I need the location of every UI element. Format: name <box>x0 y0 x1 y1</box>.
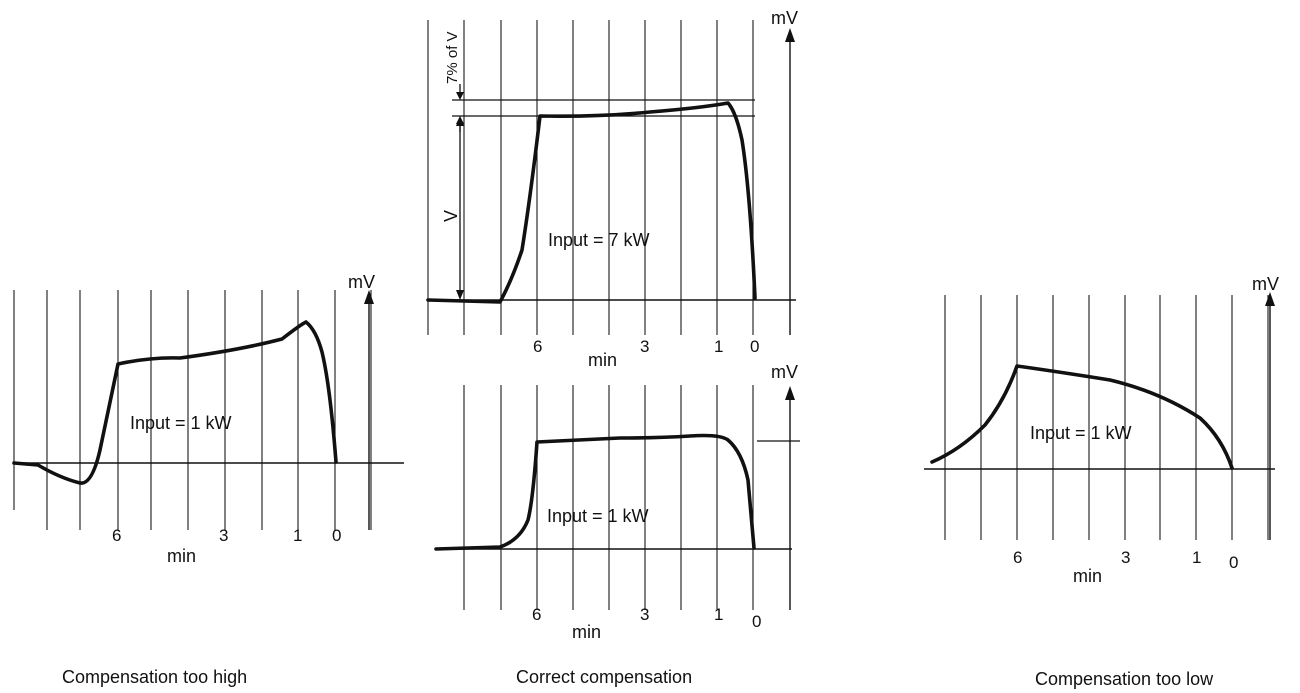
mv-axis-arrow-icon <box>785 28 795 42</box>
tick-label-0: 0 <box>332 526 341 545</box>
mv-axis-arrow-icon <box>785 386 795 400</box>
tick-label-3: 3 <box>640 605 649 624</box>
response-curve <box>434 433 756 551</box>
grid-lines <box>427 20 754 335</box>
time-unit-label: min <box>1073 566 1102 586</box>
response-curve <box>930 364 1234 470</box>
tick-label-6: 6 <box>112 526 121 545</box>
grid-lines <box>463 385 754 610</box>
v-label: V <box>441 210 461 222</box>
grid-lines <box>944 295 1269 540</box>
tick-label-3: 3 <box>219 526 228 545</box>
time-unit-label: min <box>167 546 196 566</box>
mv-axis-label: mV <box>348 272 375 292</box>
tick-label-1: 1 <box>714 605 723 624</box>
panel-correct-1kw: mV Input = 1 kW 6 3 1 0 min Correct comp… <box>434 362 800 687</box>
mv-axis-label: mV <box>771 8 798 28</box>
tick-label-1: 1 <box>293 526 302 545</box>
time-unit-label: min <box>588 350 617 370</box>
time-unit-label: min <box>572 622 601 642</box>
caption: Compensation too low <box>1035 669 1214 689</box>
input-label: Input = 7 kW <box>548 230 650 250</box>
tick-label-3: 3 <box>1121 548 1130 567</box>
percent-dimension-arrow <box>456 84 464 132</box>
tick-label-0: 0 <box>750 337 759 356</box>
response-curve <box>426 101 757 304</box>
response-curve <box>12 320 338 485</box>
tick-label-0: 0 <box>1229 553 1238 572</box>
percent-label: 7% of V <box>444 31 461 84</box>
panel-correct-7kw: mV V 7% of V Input = 7 kW 6 3 1 0 min <box>426 8 798 370</box>
tick-label-3: 3 <box>640 337 649 356</box>
tick-label-6: 6 <box>532 605 541 624</box>
panel-compensation-too-high: mV Input = 1 kW 6 3 1 0 min Compensation… <box>12 272 404 687</box>
grid-lines <box>13 290 372 530</box>
input-label: Input = 1 kW <box>547 506 649 526</box>
mv-axis-label: mV <box>771 362 798 382</box>
tick-label-0: 0 <box>752 612 761 631</box>
input-label: Input = 1 kW <box>1030 423 1132 443</box>
caption: Compensation too high <box>62 667 247 687</box>
caption: Correct compensation <box>516 667 692 687</box>
mv-axis-arrow-icon <box>1265 292 1275 306</box>
input-label: Input = 1 kW <box>130 413 232 433</box>
tick-label-1: 1 <box>714 337 723 356</box>
tick-label-6: 6 <box>533 337 542 356</box>
mv-axis-label: mV <box>1252 274 1279 294</box>
panel-compensation-too-low: mV Input = 1 kW 6 3 1 0 min Compensation… <box>924 274 1279 689</box>
tick-label-6: 6 <box>1013 548 1022 567</box>
tick-label-1: 1 <box>1192 548 1201 567</box>
v-dimension-arrow <box>456 116 464 300</box>
mv-axis-arrow-icon <box>364 290 374 304</box>
